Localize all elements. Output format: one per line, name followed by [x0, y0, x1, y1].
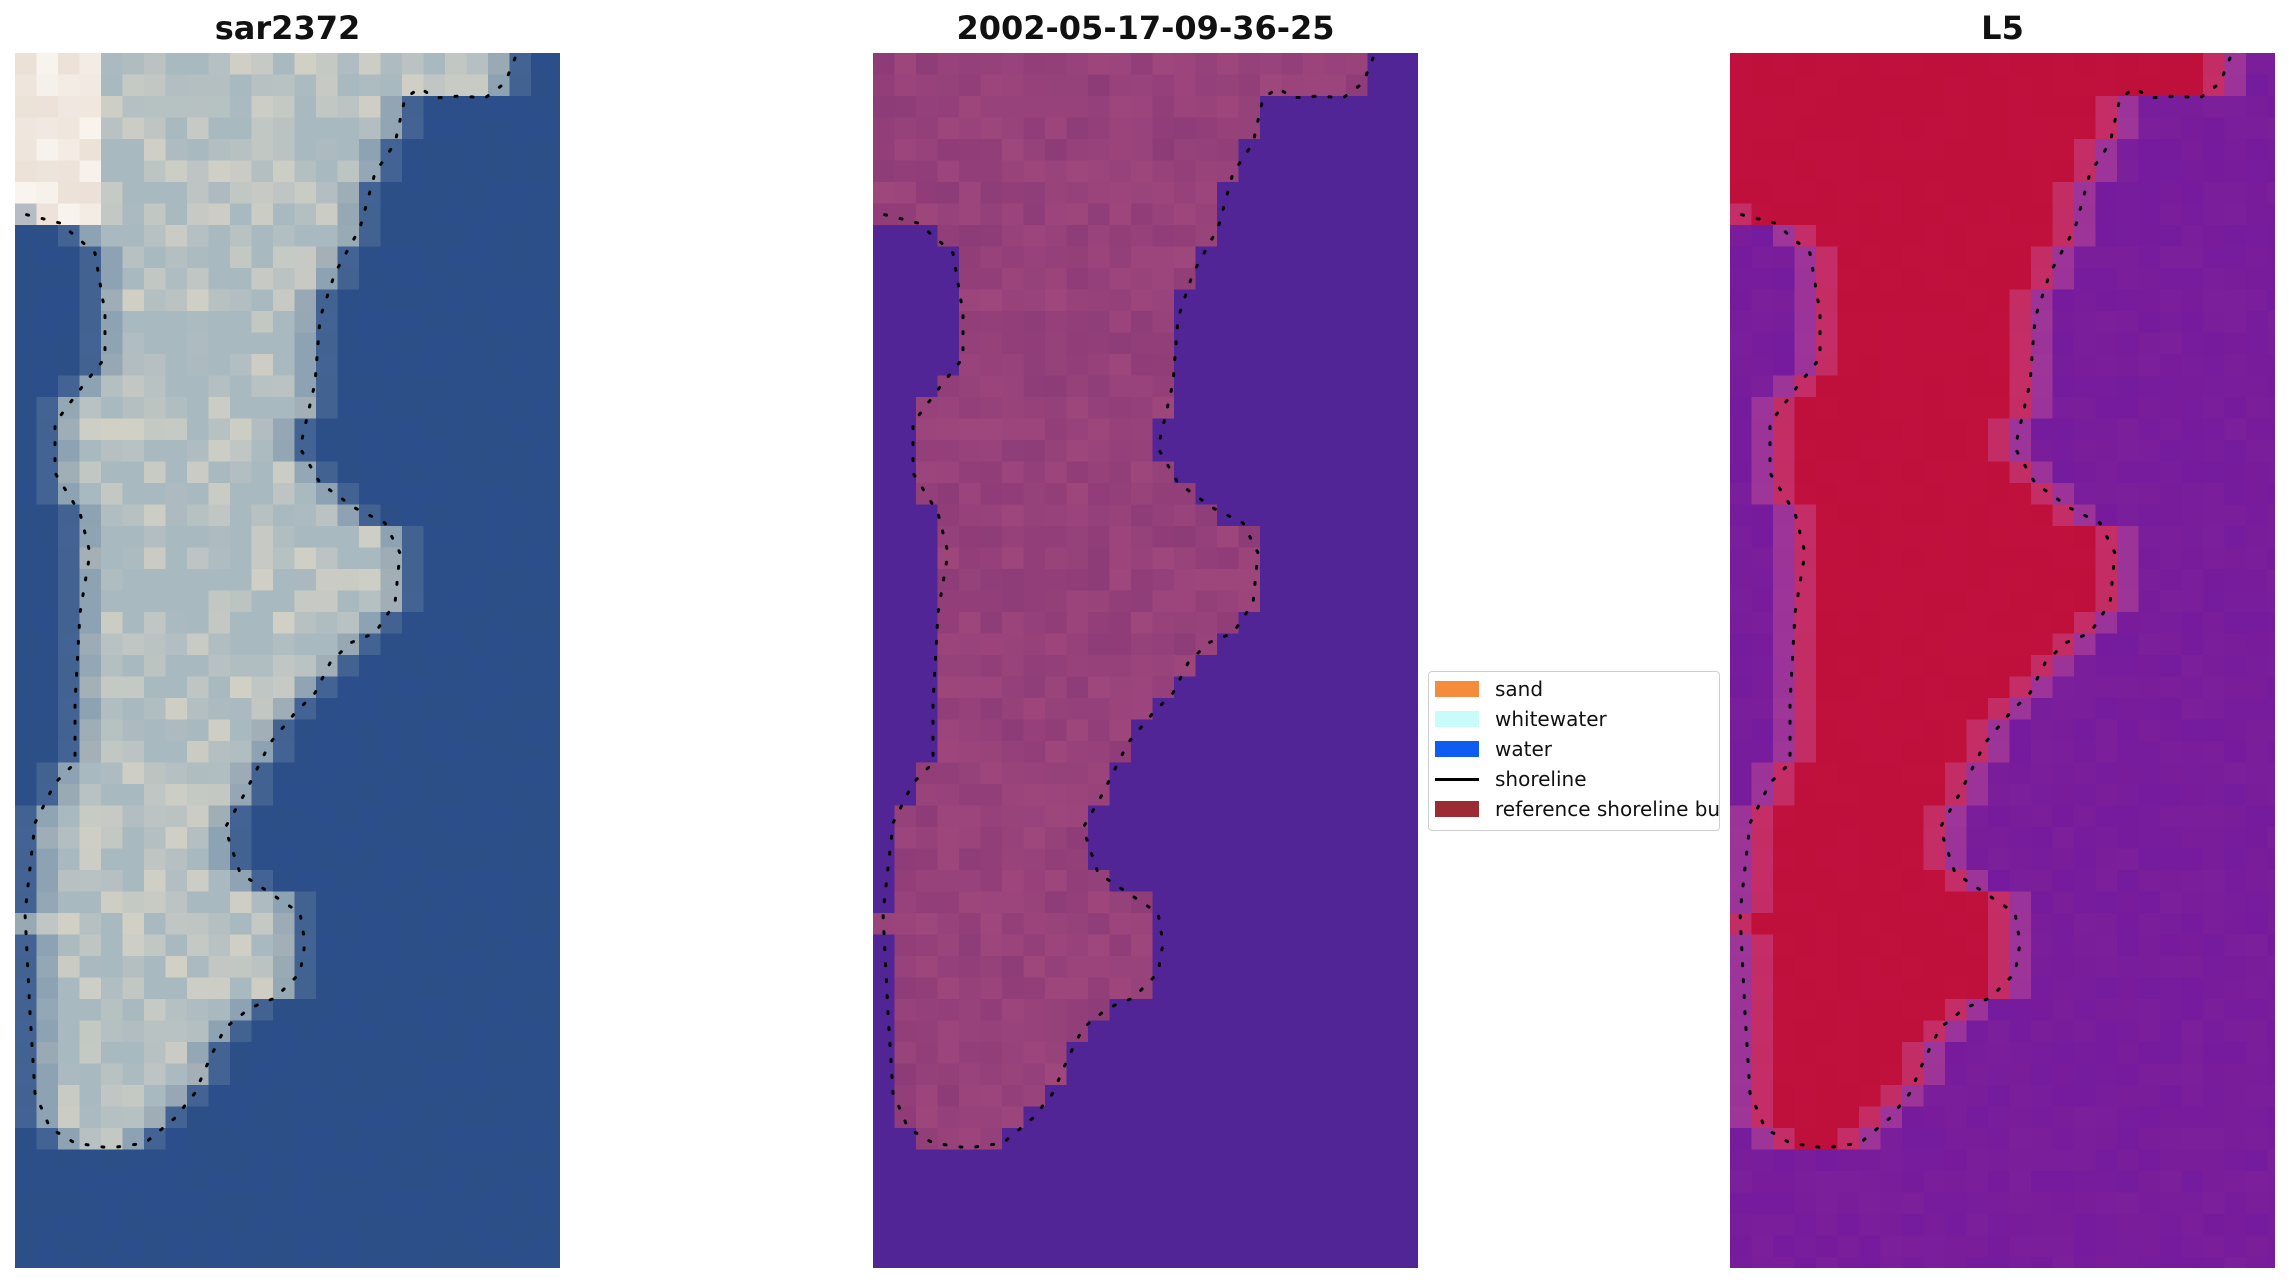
whitewater-swatch — [1435, 711, 1479, 727]
panel-title-rgb: sar2372 — [214, 9, 361, 47]
legend-label: water — [1495, 737, 1552, 761]
legend: sand whitewater water shoreline referenc… — [1428, 671, 1720, 831]
index-image — [1730, 53, 2275, 1268]
legend-item-water: water — [1435, 736, 1552, 762]
legend-label: shoreline — [1495, 767, 1587, 791]
sand-swatch — [1435, 681, 1479, 697]
pixel-grid — [1730, 53, 2275, 1268]
legend-item-whitewater: whitewater — [1435, 706, 1607, 732]
shoreline-dotted-line — [876, 56, 1375, 1150]
classified-image-panel — [873, 53, 1418, 1268]
shoreline-dotted-line — [18, 56, 517, 1150]
legend-item-shoreline: shoreline — [1435, 766, 1587, 792]
rgb-image-panel — [15, 53, 560, 1268]
shoreline-swatch — [1435, 777, 1479, 781]
index-image-panel — [1730, 53, 2275, 1268]
legend-item-reference-shoreline-buffer: reference shoreline buffer — [1435, 796, 1720, 822]
legend-label: reference shoreline buffer — [1495, 797, 1720, 821]
shoreline-dotted-line — [1733, 56, 2232, 1150]
legend-label: whitewater — [1495, 707, 1607, 731]
panel-title-index: L5 — [1981, 9, 2024, 47]
pixel-grid — [873, 53, 1418, 1268]
legend-item-sand: sand — [1435, 676, 1543, 702]
pixel-grid — [15, 53, 560, 1268]
rgb-image — [15, 53, 560, 1268]
reference-buffer-swatch — [1435, 801, 1479, 817]
water-swatch — [1435, 741, 1479, 757]
legend-label: sand — [1495, 677, 1544, 701]
classified-image — [873, 53, 1418, 1268]
panel-title-classified: 2002-05-17-09-36-25 — [956, 9, 1335, 47]
